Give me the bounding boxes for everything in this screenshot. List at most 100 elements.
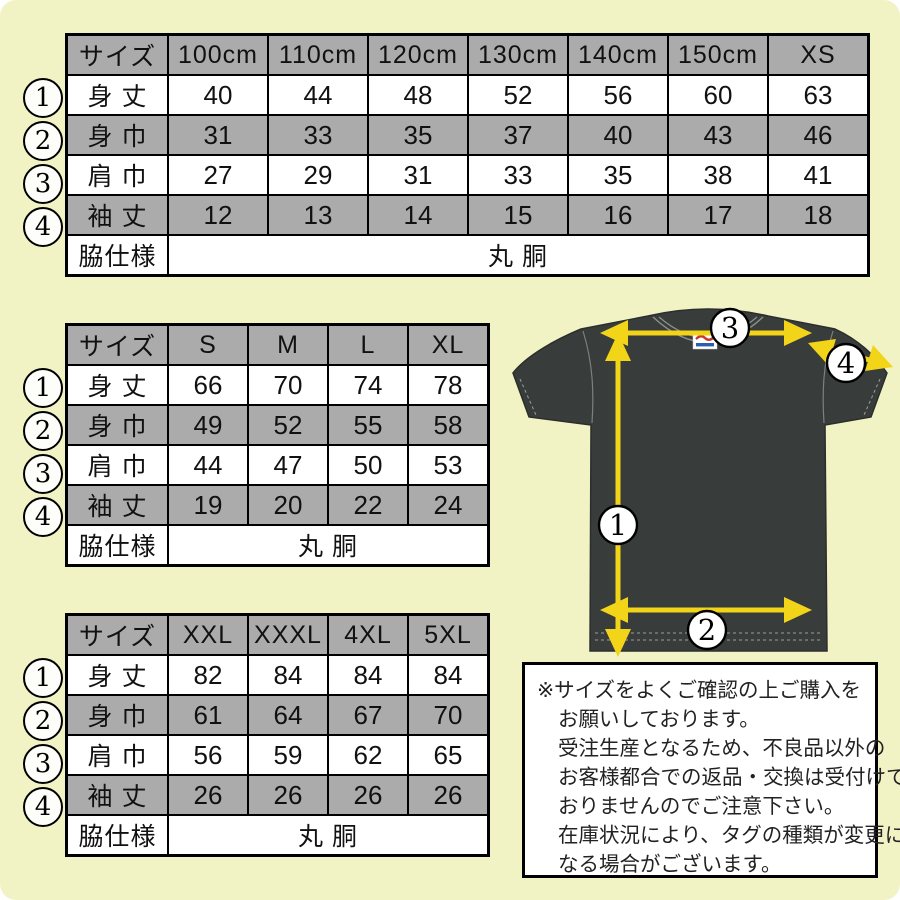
measure-value-cell: 12 <box>167 194 269 236</box>
side-spec-value-cell: 丸 胴 <box>167 524 490 567</box>
measure-value-cell: 67 <box>327 694 409 736</box>
adult-size-table-block: 1 2 3 4 サイズ S M L XL 身 丈 66 70 74 78 身 巾 49 52 55 58 肩 巾 44 4… <box>21 323 490 567</box>
measure-value-cell: 46 <box>767 114 870 156</box>
size-column-header: 140cm <box>567 33 669 76</box>
measure-value-cell: 74 <box>327 364 409 406</box>
size-column-header: 5XL <box>407 613 490 656</box>
tshirt-measure-diagram: 3 4 1 2 <box>512 307 893 657</box>
xxl-5xl-size-table: サイズ XXL XXXL 4XL 5XL 身 丈 82 84 84 84 身 巾 61 64 67 70 肩 … <box>65 613 490 857</box>
notice-line: ※サイズをよくご確認の上ご購入を <box>537 679 862 702</box>
measure-value-cell: 35 <box>567 154 669 196</box>
measure-value-cell: 56 <box>567 74 669 116</box>
notice-line: お願いしております。 <box>558 708 760 731</box>
svg-text:3: 3 <box>721 311 739 345</box>
circled-2-row-marker: 2 <box>23 120 63 161</box>
measure-value-cell: 55 <box>327 404 409 446</box>
circled-2-row-marker: 2 <box>23 700 63 741</box>
left-armhole-seam <box>582 330 594 424</box>
svg-text:1: 1 <box>609 508 627 542</box>
measure-value-cell: 63 <box>767 74 870 116</box>
measure-value-cell: 27 <box>167 154 269 196</box>
size-header-cell: サイズ <box>65 33 169 76</box>
measure-label-cell: 袖 丈 <box>65 194 169 236</box>
size-column-header: 130cm <box>467 33 569 76</box>
purchase-notice-box: ※サイズをよくご確認の上ご購入をお願いしております。受注生産となるため、不良品以… <box>522 662 900 878</box>
measure-value-cell: 29 <box>267 154 369 196</box>
size-column-header: S <box>167 323 249 366</box>
circled-1-row-marker: 1 <box>23 77 63 118</box>
circled-4-marker: 4 <box>825 342 867 384</box>
measure-value-cell: 20 <box>247 484 329 526</box>
measure-value-cell: 58 <box>407 404 490 446</box>
measure-value-cell: 84 <box>407 654 490 696</box>
measure-value-cell: 22 <box>327 484 409 526</box>
measure-value-cell: 44 <box>167 444 249 486</box>
size-column-header: 120cm <box>367 33 469 76</box>
side-spec-label-cell: 脇仕様 <box>65 524 169 567</box>
measure-value-cell: 33 <box>267 114 369 156</box>
measure-label-cell: 肩 巾 <box>65 734 169 776</box>
measure-value-cell: 61 <box>167 694 249 736</box>
notice-line: 在庫状況により、タグの種類が変更に <box>558 824 900 847</box>
measure-label-cell: 身 丈 <box>65 364 169 406</box>
measure-value-cell: 62 <box>327 734 409 776</box>
circled-3-row-marker: 3 <box>23 163 63 204</box>
measure-label-cell: 身 巾 <box>65 404 169 446</box>
circled-1-marker: 1 <box>597 504 639 546</box>
measure-value-cell: 84 <box>247 654 329 696</box>
measure-label-cell: 肩 巾 <box>65 444 169 486</box>
measure-value-cell: 33 <box>467 154 569 196</box>
measure-value-cell: 24 <box>407 484 490 526</box>
side-spec-label-cell: 脇仕様 <box>65 814 169 857</box>
size-column-header: 100cm <box>167 33 269 76</box>
measure-value-cell: 15 <box>467 194 569 236</box>
measure-value-cell: 50 <box>327 444 409 486</box>
measure-value-cell: 40 <box>567 114 669 156</box>
side-spec-value-cell: 丸 胴 <box>167 234 870 277</box>
size-column-header: XL <box>407 323 490 366</box>
svg-text:4: 4 <box>837 346 855 380</box>
measure-value-cell: 56 <box>167 734 249 776</box>
measure-value-cell: 78 <box>407 364 490 406</box>
measure-value-cell: 26 <box>407 774 490 816</box>
circled-3-marker: 3 <box>709 307 751 349</box>
measure-label-cell: 身 丈 <box>65 654 169 696</box>
measure-value-cell: 37 <box>467 114 569 156</box>
measure-value-cell: 16 <box>567 194 669 236</box>
measure-value-cell: 44 <box>267 74 369 116</box>
measure-value-cell: 82 <box>167 654 249 696</box>
notice-line: 受注生産となるため、不良品以外の <box>558 737 886 760</box>
right-sleeve-stitch <box>863 378 881 416</box>
measure-value-cell: 59 <box>247 734 329 776</box>
size-column-header: 4XL <box>327 613 409 656</box>
svg-text:2: 2 <box>698 613 716 647</box>
size-column-header: XXL <box>167 613 249 656</box>
size-header-cell: サイズ <box>65 323 169 366</box>
measure-value-cell: 17 <box>667 194 769 236</box>
s-xl-size-table: サイズ S M L XL 身 丈 66 70 74 78 身 巾 49 52 55 58 肩 巾 44 47 50 5… <box>65 323 490 567</box>
circled-1-row-marker: 1 <box>23 367 63 408</box>
measure-value-cell: 84 <box>327 654 409 696</box>
circled-4-row-marker: 4 <box>23 496 63 537</box>
measure-label-cell: 身 丈 <box>65 74 169 116</box>
measure-value-cell: 40 <box>167 74 269 116</box>
size-column-header: XS <box>767 33 870 76</box>
measure-value-cell: 64 <box>247 694 329 736</box>
measure-value-cell: 31 <box>167 114 269 156</box>
measure-value-cell: 19 <box>167 484 249 526</box>
measure-value-cell: 70 <box>407 694 490 736</box>
circled-2-marker: 2 <box>686 609 728 651</box>
measure-value-cell: 66 <box>167 364 249 406</box>
measure-label-cell: 身 巾 <box>65 114 169 156</box>
size-column-header: L <box>327 323 409 366</box>
measure-label-cell: 身 巾 <box>65 694 169 736</box>
notice-line: なる場合がございます。 <box>558 853 782 876</box>
circled-4-row-marker: 4 <box>23 786 63 827</box>
size-column-header: 150cm <box>667 33 769 76</box>
measure-value-cell: 47 <box>247 444 329 486</box>
measure-value-cell: 13 <box>267 194 369 236</box>
measure-value-cell: 14 <box>367 194 469 236</box>
measure-value-cell: 26 <box>327 774 409 816</box>
measure-value-cell: 52 <box>247 404 329 446</box>
